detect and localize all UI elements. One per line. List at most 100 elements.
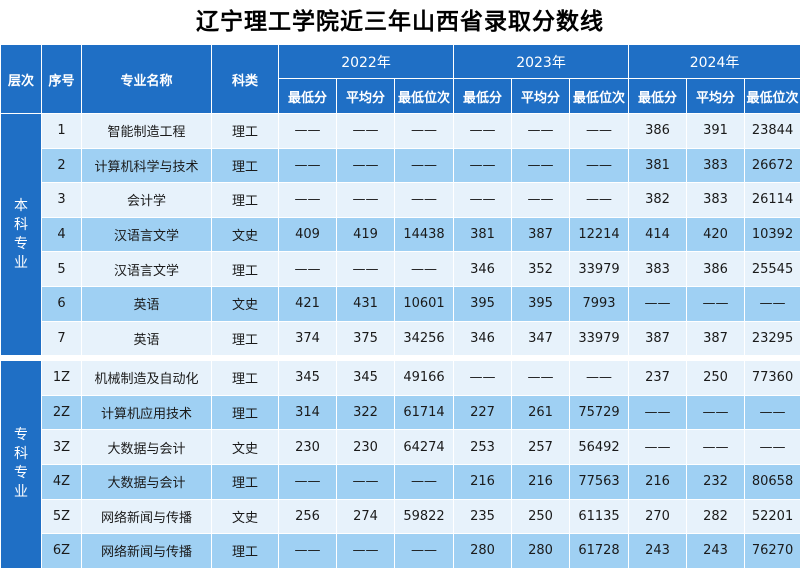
seq-cell: 4Z — [42, 464, 82, 499]
value-cell: 280 — [454, 534, 512, 569]
value-cell: 391 — [687, 114, 745, 149]
major-cell: 汉语言文学 — [82, 217, 212, 252]
value-cell: —— — [745, 395, 800, 430]
value-cell: 26114 — [745, 183, 800, 218]
value-cell: 270 — [629, 499, 687, 534]
value-cell: 77360 — [745, 361, 800, 396]
value-cell: 10392 — [745, 217, 800, 252]
major-cell: 会计学 — [82, 183, 212, 218]
value-cell: —— — [454, 361, 512, 396]
value-cell: 52201 — [745, 499, 800, 534]
seq-cell: 7 — [42, 321, 82, 356]
value-cell: 253 — [454, 430, 512, 465]
major-cell: 英语 — [82, 286, 212, 321]
value-cell: 250 — [687, 361, 745, 396]
header-category: 科类 — [212, 45, 279, 114]
value-cell: 386 — [629, 114, 687, 149]
value-cell: 75729 — [570, 395, 629, 430]
value-cell: —— — [570, 183, 629, 218]
value-cell: —— — [395, 464, 454, 499]
seq-cell: 1Z — [42, 361, 82, 396]
value-cell: 395 — [512, 286, 570, 321]
value-cell: 14438 — [395, 217, 454, 252]
value-cell: 322 — [337, 395, 395, 430]
value-cell: 257 — [512, 430, 570, 465]
value-cell: 374 — [279, 321, 337, 356]
major-cell: 智能制造工程 — [82, 114, 212, 149]
value-cell: 64274 — [395, 430, 454, 465]
value-cell: 23844 — [745, 114, 800, 149]
value-cell: —— — [337, 114, 395, 149]
value-cell: —— — [279, 148, 337, 183]
value-cell: —— — [570, 148, 629, 183]
header-min-score: 最低分 — [279, 79, 337, 114]
category-cell: 文史 — [212, 499, 279, 534]
value-cell: 421 — [279, 286, 337, 321]
category-cell: 理工 — [212, 361, 279, 396]
value-cell: 431 — [337, 286, 395, 321]
value-cell: —— — [629, 395, 687, 430]
value-cell: 383 — [687, 148, 745, 183]
value-cell: —— — [395, 534, 454, 569]
value-cell: —— — [279, 114, 337, 149]
category-cell: 文史 — [212, 286, 279, 321]
value-cell: 12214 — [570, 217, 629, 252]
header-level: 层次 — [1, 45, 42, 114]
seq-cell: 2 — [42, 148, 82, 183]
header-year-2022: 2022年 — [279, 45, 454, 79]
major-cell: 英语 — [82, 321, 212, 356]
value-cell: 387 — [512, 217, 570, 252]
value-cell: 250 — [512, 499, 570, 534]
value-cell: —— — [512, 183, 570, 218]
value-cell: —— — [745, 286, 800, 321]
value-cell: 25545 — [745, 252, 800, 287]
category-cell: 文史 — [212, 217, 279, 252]
value-cell: 34256 — [395, 321, 454, 356]
category-cell: 理工 — [212, 114, 279, 149]
value-cell: 375 — [337, 321, 395, 356]
value-cell: 216 — [512, 464, 570, 499]
header-year-2024: 2024年 — [629, 45, 800, 79]
value-cell: 387 — [629, 321, 687, 356]
value-cell: 382 — [629, 183, 687, 218]
category-cell: 理工 — [212, 183, 279, 218]
value-cell: 419 — [337, 217, 395, 252]
value-cell: —— — [512, 148, 570, 183]
seq-cell: 6Z — [42, 534, 82, 569]
major-cell: 计算机科学与技术 — [82, 148, 212, 183]
value-cell: —— — [395, 114, 454, 149]
category-cell: 理工 — [212, 534, 279, 569]
value-cell: 56492 — [570, 430, 629, 465]
value-cell: 26672 — [745, 148, 800, 183]
value-cell: 346 — [454, 252, 512, 287]
value-cell: —— — [337, 534, 395, 569]
value-cell: —— — [687, 286, 745, 321]
value-cell: 345 — [337, 361, 395, 396]
level-cell: 专科专业 — [1, 361, 42, 569]
category-cell: 理工 — [212, 252, 279, 287]
value-cell: 381 — [454, 217, 512, 252]
value-cell: 77563 — [570, 464, 629, 499]
value-cell: 230 — [337, 430, 395, 465]
value-cell: 395 — [454, 286, 512, 321]
seq-cell: 5 — [42, 252, 82, 287]
major-cell: 汉语言文学 — [82, 252, 212, 287]
value-cell: —— — [279, 252, 337, 287]
value-cell: 280 — [512, 534, 570, 569]
header-min-rank: 最低位次 — [395, 79, 454, 114]
value-cell: 61714 — [395, 395, 454, 430]
value-cell: 227 — [454, 395, 512, 430]
value-cell: 23295 — [745, 321, 800, 356]
value-cell: 243 — [629, 534, 687, 569]
value-cell: 243 — [687, 534, 745, 569]
header-avg-score: 平均分 — [337, 79, 395, 114]
